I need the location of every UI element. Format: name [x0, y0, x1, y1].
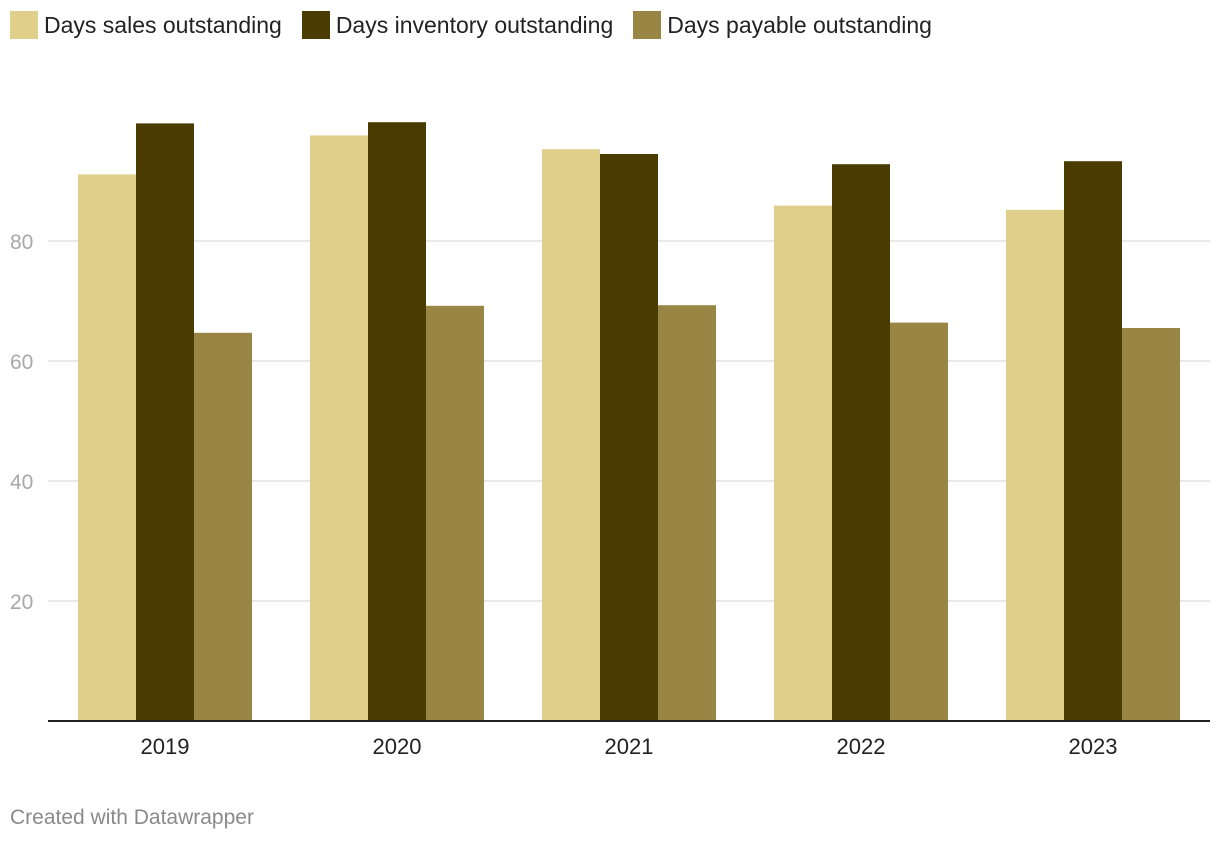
bar-2021-series-1: [542, 149, 600, 721]
bar-2023-series-2: [1064, 161, 1122, 721]
bar-2022-series-2: [832, 164, 890, 721]
bar-2020-series-2: [368, 122, 426, 721]
bar-2019-series-1: [78, 174, 136, 721]
y-tick-label-40: 40: [10, 471, 33, 494]
y-tick-label-20: 20: [10, 591, 33, 614]
bar-2022-series-3: [890, 322, 948, 721]
x-tick-label-2019: 2019: [141, 734, 190, 759]
bar-2023-series-3: [1122, 328, 1180, 721]
y-tick-label-60: 60: [10, 351, 33, 374]
bar-2020-series-1: [310, 135, 368, 721]
bar-2023-series-1: [1006, 209, 1064, 722]
legend-swatch-dio: [301, 11, 330, 39]
bar-2019-series-2: [136, 123, 194, 721]
legend-swatch-dpo: [633, 11, 662, 39]
x-tick-label-2023: 2023: [1069, 734, 1118, 759]
bar-2019-series-3: [194, 332, 252, 721]
bar-2021-series-3: [658, 305, 716, 721]
legend-swatch-dso: [10, 11, 38, 39]
legend-item-dso: Days sales outstanding: [10, 11, 282, 39]
legend-label-dso: Days sales outstanding: [44, 11, 282, 38]
y-tick-label-80: 80: [10, 231, 33, 254]
legend-label-dpo: Days payable outstanding: [667, 11, 932, 38]
bar-2020-series-3: [426, 305, 484, 721]
bar-2022-series-1: [774, 205, 832, 722]
x-tick-label-2022: 2022: [837, 734, 886, 759]
footer-credit: Created with Datawrapper: [10, 806, 254, 829]
legend: Days sales outstanding Days inventory ou…: [10, 11, 952, 39]
legend-item-dpo: Days payable outstanding: [633, 11, 932, 39]
legend-label-dio: Days inventory outstanding: [335, 11, 614, 38]
legend-item-dio: Days inventory outstanding: [301, 11, 614, 39]
x-tick-label-2021: 2021: [605, 734, 654, 759]
x-tick-label-2020: 2020: [373, 734, 422, 759]
bar-2021-series-2: [600, 154, 658, 721]
